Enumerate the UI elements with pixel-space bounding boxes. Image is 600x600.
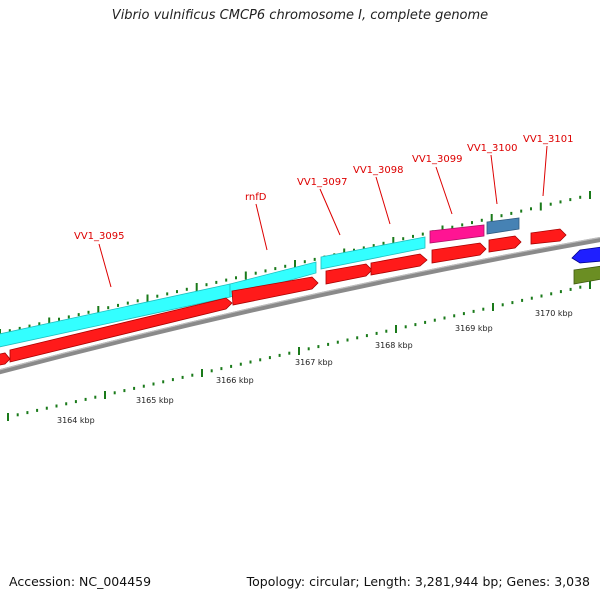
gene-label-rnfd: rnfD <box>245 192 267 203</box>
scale-label-3164: 3164 kbp <box>57 416 95 425</box>
magenta-feature <box>429 224 485 244</box>
map-title: Vibrio vulnificus CMCP6 chromosome I, co… <box>111 8 489 23</box>
cds-arrow-4 <box>370 253 428 276</box>
cds-arrow-6 <box>488 235 522 253</box>
cyan-feature-3 <box>320 236 426 270</box>
scale-ticks <box>0 191 591 421</box>
blue-feature <box>571 246 600 264</box>
cds-arrow-3 <box>325 263 373 285</box>
cds-arrow-5 <box>431 242 487 264</box>
scale-label-3168: 3168 kbp <box>375 341 413 350</box>
gene-label-vv1-3101: VV1_3101 <box>523 134 574 145</box>
gene-label-vv1-3097: VV1_3097 <box>297 177 348 188</box>
cds-arrow-0 <box>0 352 11 366</box>
cds-arrow-1 <box>9 297 233 363</box>
scale-label-3166: 3166 kbp <box>216 376 254 385</box>
gene-label-vv1-3098: VV1_3098 <box>353 165 404 176</box>
gene-label-vv1-3095: VV1_3095 <box>74 231 125 242</box>
gene-label-vv1-3099: VV1_3099 <box>412 154 463 165</box>
gene-label-vv1-3100: VV1_3100 <box>467 143 518 154</box>
scale-label-3167: 3167 kbp <box>295 358 333 367</box>
cds-arrow-2 <box>231 276 319 306</box>
chromosome-backbone <box>0 236 600 375</box>
rna-feature-lane[interactable] <box>0 217 520 349</box>
cds-feature-lane[interactable] <box>0 228 567 367</box>
gene-labels: VV1_3095 rnfD VV1_3097 VV1_3098 VV1_3099… <box>74 134 574 242</box>
scale-label-3170: 3170 kbp <box>535 309 573 318</box>
scale-label-3165: 3165 kbp <box>136 396 174 405</box>
topology-summary: Topology: circular; Length: 3,281,944 bp… <box>246 574 590 589</box>
label-leaders <box>98 145 548 288</box>
scale-labels: 3164 kbp 3165 kbp 3166 kbp 3167 kbp 3168… <box>57 309 573 425</box>
olive-feature <box>573 265 600 285</box>
steelblue-feature <box>486 217 520 235</box>
cds-arrow-7 <box>530 228 567 245</box>
scale-label-3169: 3169 kbp <box>455 324 493 333</box>
reverse-strand-lane[interactable] <box>571 246 600 285</box>
accession-text: Accession: NC_004459 <box>9 574 152 589</box>
